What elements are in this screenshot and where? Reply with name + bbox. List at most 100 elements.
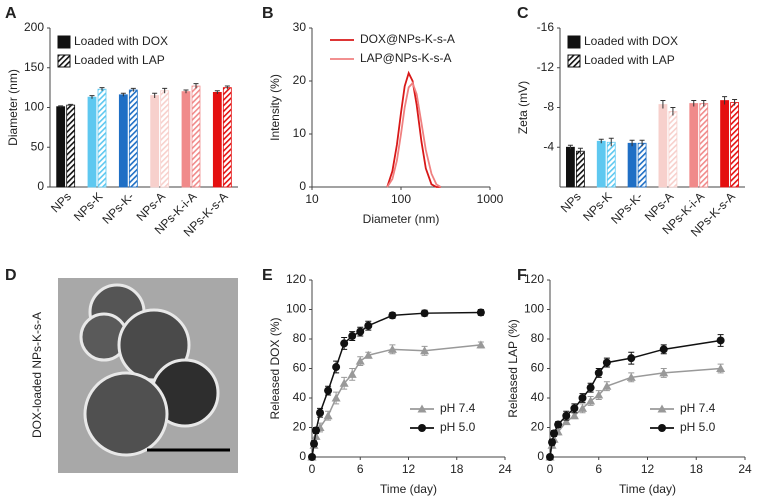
bar bbox=[87, 96, 97, 188]
marker bbox=[420, 346, 430, 355]
bar bbox=[128, 89, 138, 188]
x-axis-label: Time (day) bbox=[619, 482, 676, 496]
particle bbox=[83, 371, 169, 457]
marker bbox=[347, 369, 357, 378]
bar bbox=[668, 111, 678, 188]
marker bbox=[311, 431, 321, 440]
y-tick-label: 20 bbox=[293, 73, 307, 87]
y-tick-label: 0 bbox=[37, 179, 44, 193]
bar bbox=[97, 88, 107, 188]
error-bar bbox=[193, 83, 199, 89]
error-bar bbox=[701, 100, 707, 107]
marker bbox=[363, 350, 373, 359]
error-bar bbox=[567, 144, 573, 150]
error-bar bbox=[162, 87, 168, 94]
error-bar bbox=[722, 96, 728, 105]
bar bbox=[637, 142, 647, 188]
marker bbox=[578, 403, 587, 412]
error-bar bbox=[183, 89, 189, 94]
y-tick-label: 30 bbox=[293, 20, 307, 34]
error-bar bbox=[577, 147, 583, 155]
y-tick-label: 80 bbox=[293, 331, 307, 345]
legend-swatch bbox=[57, 35, 71, 49]
marker bbox=[554, 420, 563, 429]
y-tick-label: -12 bbox=[537, 60, 555, 74]
marker bbox=[627, 354, 636, 363]
error-bar bbox=[58, 105, 64, 108]
marker bbox=[716, 364, 726, 372]
marker bbox=[659, 368, 669, 377]
marker bbox=[339, 378, 349, 387]
legend-swatch bbox=[57, 54, 71, 68]
legend-label: Loaded with LAP bbox=[74, 53, 165, 67]
marker bbox=[476, 340, 486, 349]
y-tick-label: 0 bbox=[537, 449, 544, 463]
marker bbox=[562, 411, 571, 420]
legend-label: pH 7.4 bbox=[440, 401, 476, 415]
legend-label: pH 5.0 bbox=[440, 420, 476, 434]
marker bbox=[387, 344, 397, 353]
y-tick-label: 100 bbox=[286, 302, 306, 316]
error-bar bbox=[224, 85, 230, 90]
error-bar bbox=[691, 100, 697, 107]
bar bbox=[150, 95, 160, 188]
x-tick-label: NPs-K- bbox=[99, 189, 136, 226]
y-tick-label: 20 bbox=[293, 420, 307, 434]
bar bbox=[181, 91, 191, 188]
legend-label: pH 7.4 bbox=[680, 401, 716, 415]
y-tick-label: 40 bbox=[293, 390, 307, 404]
marker bbox=[364, 321, 373, 330]
y-tick-label: 60 bbox=[531, 361, 545, 375]
panel-letter: F bbox=[517, 267, 527, 284]
y-axis-label: Released LAP (%) bbox=[506, 319, 520, 418]
marker bbox=[348, 332, 357, 341]
bar bbox=[66, 104, 76, 188]
marker bbox=[546, 453, 554, 461]
y-tick-label: -8 bbox=[543, 100, 554, 114]
legend-swatch bbox=[567, 35, 581, 49]
y-tick-label: 120 bbox=[286, 272, 306, 286]
marker bbox=[594, 368, 603, 377]
y-tick-label: -4 bbox=[543, 139, 554, 153]
marker bbox=[626, 372, 636, 381]
x-tick-label: 18 bbox=[690, 462, 704, 476]
marker bbox=[658, 424, 666, 432]
bar bbox=[689, 103, 699, 188]
x-tick-label: 24 bbox=[498, 462, 512, 476]
x-tick-label: 12 bbox=[641, 462, 655, 476]
error-bar bbox=[660, 100, 666, 109]
x-tick-label: 1000 bbox=[477, 192, 504, 206]
x-tick-label: 12 bbox=[402, 462, 416, 476]
marker bbox=[548, 438, 557, 447]
bar bbox=[606, 141, 616, 188]
marker bbox=[355, 356, 365, 365]
y-tick-label: 0 bbox=[299, 449, 306, 463]
panel-letter: B bbox=[262, 5, 274, 22]
marker bbox=[417, 404, 427, 413]
x-tick-label: NPs bbox=[558, 189, 584, 215]
bar bbox=[576, 150, 585, 188]
x-axis-label: Time (day) bbox=[380, 482, 437, 496]
marker bbox=[594, 390, 604, 399]
panel-letter: C bbox=[517, 5, 529, 22]
error-bar bbox=[629, 139, 635, 147]
marker bbox=[308, 453, 316, 461]
y-tick-label: 40 bbox=[531, 390, 545, 404]
y-tick-label: 200 bbox=[24, 20, 44, 34]
y-tick-label: 80 bbox=[531, 331, 545, 345]
bar bbox=[566, 146, 575, 188]
bar bbox=[222, 87, 232, 188]
error-bar bbox=[120, 92, 126, 97]
y-tick-label: 50 bbox=[31, 139, 45, 153]
y-tick-label: 10 bbox=[293, 126, 307, 140]
marker bbox=[561, 417, 571, 426]
y-axis-label: Diameter (nm) bbox=[6, 69, 20, 146]
x-tick-label: NPs-K- bbox=[608, 189, 645, 226]
bar bbox=[118, 94, 128, 188]
error-bar bbox=[670, 107, 676, 116]
y-tick-label: 120 bbox=[524, 272, 544, 286]
bar bbox=[160, 90, 170, 188]
marker bbox=[569, 411, 579, 420]
error-bar bbox=[598, 138, 604, 144]
error-bar bbox=[68, 103, 74, 106]
